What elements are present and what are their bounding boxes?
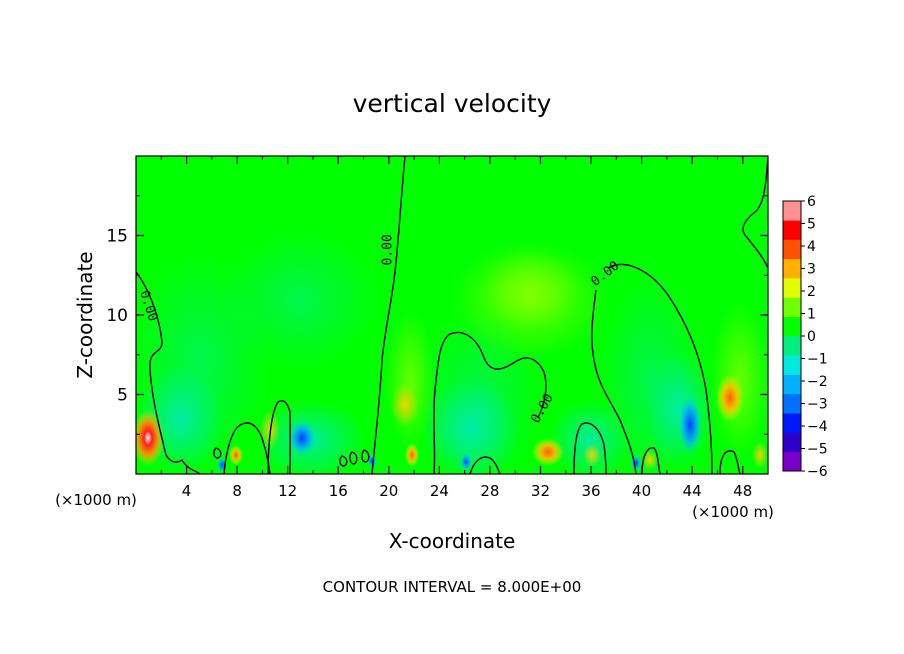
colorbar-tick-label: 4 <box>807 239 816 255</box>
colorbar-swatch <box>783 258 801 279</box>
x-tick-label: 44 <box>683 482 702 500</box>
colorbar-tick-label: −1 <box>807 352 828 368</box>
heatmap-blob <box>480 250 580 330</box>
y-axis-ticks: 5 10 15 <box>106 195 768 435</box>
heatmap-blob <box>460 453 472 471</box>
colorbar-swatch <box>783 239 801 260</box>
x-tick-label: 36 <box>581 482 600 500</box>
contour-line <box>742 156 768 269</box>
contour-line <box>433 331 547 474</box>
colorbar-swatch <box>783 393 801 414</box>
x-tick-label: 20 <box>379 482 398 500</box>
contour-line <box>361 449 370 463</box>
heatmap-blob <box>288 420 316 456</box>
heatmap-blob <box>391 383 419 427</box>
heatmap-blob <box>229 445 243 465</box>
x-tick-label: 16 <box>329 482 348 500</box>
colorbar-swatch <box>783 432 801 453</box>
contour-line <box>371 156 406 474</box>
contour-line <box>136 271 201 474</box>
colorbar-swatch <box>783 355 801 375</box>
colorbar-swatch <box>783 220 801 240</box>
heatmap-blob <box>220 230 380 370</box>
x-tick-label: 8 <box>232 482 242 500</box>
x-tick-label: 32 <box>531 482 550 500</box>
contour-line <box>591 289 637 474</box>
x-axis-label: X-coordinate <box>389 529 516 553</box>
heatmap-blob <box>710 300 768 460</box>
colorbar-swatch <box>783 374 801 395</box>
heatmap-field <box>136 156 768 474</box>
x-tick-label: 28 <box>480 482 499 500</box>
heatmap-blob <box>716 374 744 422</box>
colorbar-tick-label: −3 <box>807 397 828 413</box>
x-tick-label: 4 <box>182 482 192 500</box>
contour-line <box>223 422 271 474</box>
contour-line <box>607 263 713 474</box>
colorbar-swatch <box>783 297 801 318</box>
contour-line <box>267 400 291 474</box>
colorbar: 6 5 4 3 2 1 0 −1 −2 −3 −4 −5 −6 <box>782 194 828 480</box>
heatmap-blob <box>583 443 601 467</box>
x-tick-label: 24 <box>430 482 449 500</box>
heatmap-blob <box>642 450 658 470</box>
contour-line <box>349 451 358 465</box>
contour-line <box>641 447 661 474</box>
colorbar-tick-label: −6 <box>807 464 828 480</box>
colorbar-tick-label: −5 <box>807 442 828 458</box>
contour-line <box>213 447 222 459</box>
colorbar-swatch <box>783 201 801 221</box>
colorbar-tick-label: −4 <box>807 419 828 435</box>
heatmap-blob <box>532 438 564 466</box>
y-tick-label: 10 <box>106 306 128 326</box>
colorbar-swatch <box>783 451 801 472</box>
contour-line <box>339 455 348 467</box>
heatmap-blob <box>550 400 630 474</box>
zero-contours <box>136 156 768 474</box>
colorbar-tick-label: 0 <box>807 329 816 345</box>
chart-title: vertical velocity <box>353 89 552 118</box>
heatmap-blob <box>405 443 419 467</box>
colorbar-tick-label: 1 <box>807 307 816 323</box>
heatmap-blob <box>678 395 702 455</box>
contour-line <box>719 450 741 474</box>
x-unit-left: (×1000 m) <box>55 491 137 509</box>
colorbar-tick-label: 5 <box>807 217 816 233</box>
colorbar-swatch <box>783 278 801 298</box>
x-tick-label: 12 <box>278 482 297 500</box>
x-tick-label: 40 <box>632 482 651 500</box>
colorbar-tick-label: 2 <box>807 284 816 300</box>
heatmap-blob <box>367 454 377 468</box>
contour-label: 0.00 <box>380 234 395 265</box>
x-axis-ticks: 4 8 12 16 20 24 28 32 36 40 44 48 <box>160 156 752 500</box>
y-tick-label: 15 <box>106 227 128 247</box>
colorbar-tick-label: 6 <box>807 194 816 210</box>
colorbar-tick-label: 3 <box>807 262 816 278</box>
y-tick-label: 5 <box>117 386 128 406</box>
contour-interval-note: CONTOUR INTERVAL = 8.000E+00 <box>323 578 582 596</box>
colorbar-tick-label: −2 <box>807 374 828 390</box>
heatmap-blob <box>136 410 164 466</box>
x-tick-label: 48 <box>733 482 752 500</box>
heatmap-blob <box>420 380 520 474</box>
y-axis-label: Z-coordinate <box>73 251 97 378</box>
contour-line <box>469 456 501 474</box>
colorbar-swatch <box>783 316 801 337</box>
contour-line <box>573 422 607 474</box>
colorbar-swatch <box>783 413 801 433</box>
colorbar-swatch <box>783 336 801 356</box>
heatmap-blob <box>752 441 768 469</box>
x-unit-right: (×1000 m) <box>692 503 774 521</box>
